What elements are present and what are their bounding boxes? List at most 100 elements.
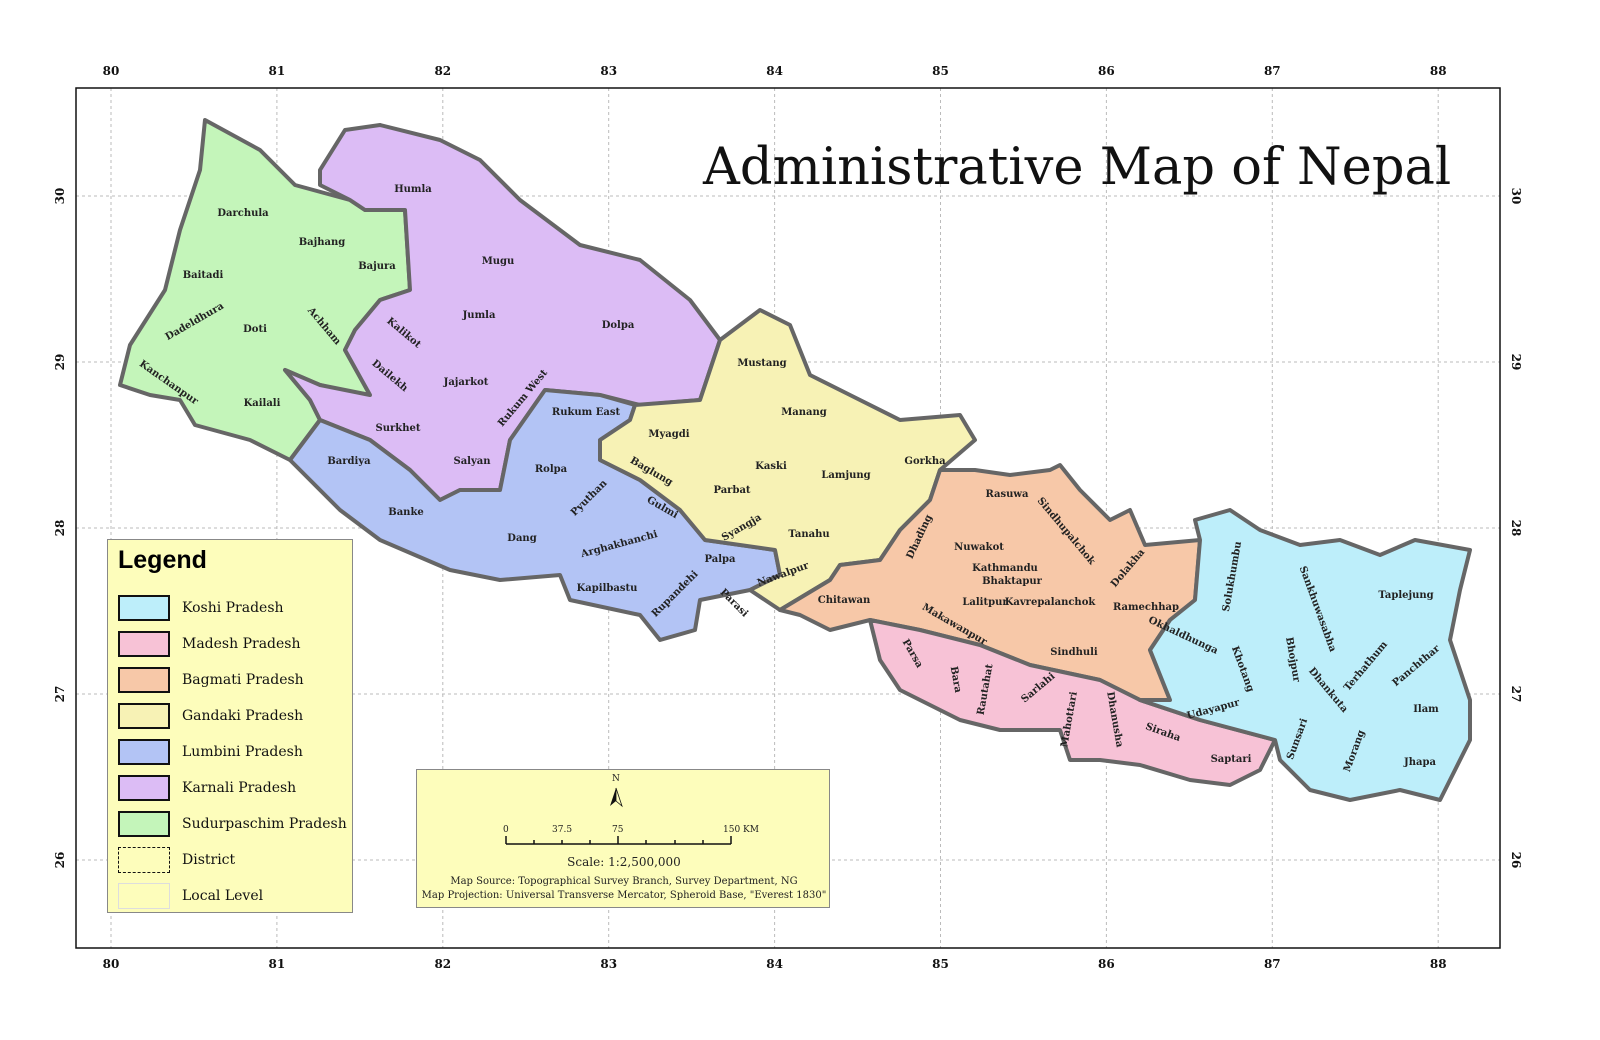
- district-label: Nuwakot: [954, 542, 1004, 553]
- longitude-label: 80: [103, 64, 120, 78]
- longitude-label: 82: [434, 957, 451, 971]
- district-label: Surkhet: [376, 423, 421, 434]
- longitude-label: 83: [600, 64, 617, 78]
- legend-swatch: [118, 739, 170, 765]
- district-label: Kavrepalanchok: [1005, 597, 1097, 608]
- scale-tick-0: 0: [503, 825, 509, 835]
- district-label: Jumla: [462, 310, 496, 321]
- longitude-label: 87: [1264, 957, 1281, 971]
- north-label: N: [612, 774, 620, 784]
- district-label: Bardiya: [327, 456, 371, 467]
- legend-item-madesh: Madesh Pradesh: [118, 626, 301, 662]
- district-label: Ramechhap: [1113, 602, 1179, 613]
- latitude-label: 28: [53, 520, 67, 537]
- scale-box: N 0 37.5 75 150 KM Scale: 1:2,500,000 Ma…: [416, 769, 830, 908]
- district-label: Saptari: [1211, 754, 1252, 765]
- legend-label: Karnali Pradesh: [182, 780, 297, 796]
- legend-label: Sudurpaschim Pradesh: [182, 816, 347, 832]
- north-arrow-icon: [610, 788, 616, 806]
- longitude-label: 85: [932, 957, 949, 971]
- district-label: Gorkha: [904, 456, 946, 467]
- province-koshi: [1138, 508, 1472, 802]
- latitude-label: 26: [53, 852, 67, 869]
- latitude-label: 30: [53, 188, 67, 205]
- longitude-label: 82: [434, 64, 451, 78]
- legend-item-karnali: Karnali Pradesh: [118, 770, 296, 806]
- district-label: Dang: [507, 533, 536, 544]
- district-label: Baitadi: [183, 270, 224, 281]
- district-label: Darchula: [217, 208, 269, 219]
- latitude-label: 30: [1509, 188, 1523, 205]
- district-label: Chitawan: [818, 595, 871, 606]
- district-label: Bajhang: [299, 237, 346, 248]
- district-label: Parbat: [713, 485, 750, 496]
- legend-label: District: [182, 852, 236, 868]
- legend-item-district: District: [118, 842, 235, 878]
- district-label: Bajura: [358, 261, 396, 272]
- legend-swatch: [118, 703, 170, 729]
- district-label: Rasuwa: [985, 489, 1029, 500]
- scale-bar: [505, 836, 732, 845]
- legend-item-local-level: Local Level: [118, 878, 263, 914]
- district-label: Ilam: [1413, 704, 1439, 715]
- provinces: [118, 118, 1472, 802]
- legend-label: Madesh Pradesh: [182, 636, 301, 652]
- latitude-label: 29: [53, 354, 67, 371]
- map-title: Administrative Map of Nepal: [703, 138, 1452, 197]
- district-label: Manang: [781, 407, 827, 418]
- scale-tick-75: 75: [612, 825, 624, 835]
- district-label: Dolpa: [602, 320, 635, 331]
- latitude-label: 26: [1509, 852, 1523, 869]
- longitude-label: 85: [932, 64, 949, 78]
- scale-graphics: [505, 787, 732, 845]
- longitude-label: 83: [600, 957, 617, 971]
- district-label: Jhapa: [1403, 757, 1436, 768]
- longitude-label: 87: [1264, 64, 1281, 78]
- coordinate-ticks: 80 80 81 81 82 82 83 83 84 84 85 85 86 86 87 87 88 88 30 30…: [53, 64, 1523, 971]
- legend-swatch: [118, 883, 170, 909]
- map-projection: Map Projection: Universal Transverse Mer…: [421, 890, 827, 901]
- north-arrow-outline: [615, 787, 623, 808]
- scale-tick-150: 150 KM: [723, 825, 759, 835]
- latitude-label: 27: [53, 686, 67, 703]
- longitude-label: 84: [766, 957, 783, 971]
- legend-item-sudurpaschim: Sudurpaschim Pradesh: [118, 806, 347, 842]
- latitude-label: 27: [1509, 686, 1523, 703]
- legend-label: Koshi Pradesh: [182, 600, 284, 616]
- legend-label: Local Level: [182, 888, 264, 904]
- district-label: Bhaktapur: [982, 576, 1042, 587]
- district-label: Lalitpur: [962, 597, 1008, 608]
- district-label: Bara: [948, 665, 964, 694]
- longitude-label: 84: [766, 64, 783, 78]
- legend-swatch: [118, 811, 170, 837]
- map-source: Map Source: Topographical Survey Branch,…: [450, 876, 798, 887]
- district-label: Kaski: [755, 461, 787, 472]
- district-label: Taplejung: [1378, 590, 1433, 601]
- legend-title: Legend: [118, 546, 207, 574]
- legend: Legend Koshi Pradesh Madesh Pradesh Bagm…: [107, 539, 353, 913]
- longitude-label: 88: [1430, 64, 1447, 78]
- district-label: Kailali: [244, 398, 281, 409]
- legend-item-gandaki: Gandaki Pradesh: [118, 698, 303, 734]
- longitude-label: 86: [1098, 64, 1115, 78]
- legend-swatch: [118, 667, 170, 693]
- legend-swatch: [118, 595, 170, 621]
- scale-tick-37: 37.5: [552, 825, 573, 835]
- district-label: Rukum East: [552, 407, 621, 418]
- district-label: Tanahu: [788, 529, 829, 540]
- map-frame: [75, 87, 1501, 949]
- longitude-label: 81: [269, 64, 286, 78]
- district-label: Jajarkot: [443, 377, 489, 388]
- district-label: Sindhuli: [1050, 647, 1098, 658]
- district-label: Lamjung: [821, 470, 870, 481]
- district-label: Mustang: [737, 358, 786, 369]
- district-label: Banke: [388, 507, 424, 518]
- legend-item-koshi: Koshi Pradesh: [118, 590, 284, 626]
- district-label: Salyan: [453, 456, 491, 467]
- district-label: Mugu: [482, 256, 515, 267]
- province-madesh: [868, 618, 1277, 787]
- district-label: Palpa: [704, 554, 736, 565]
- longitude-label: 86: [1098, 957, 1115, 971]
- legend-label: Lumbini Pradesh: [182, 744, 303, 760]
